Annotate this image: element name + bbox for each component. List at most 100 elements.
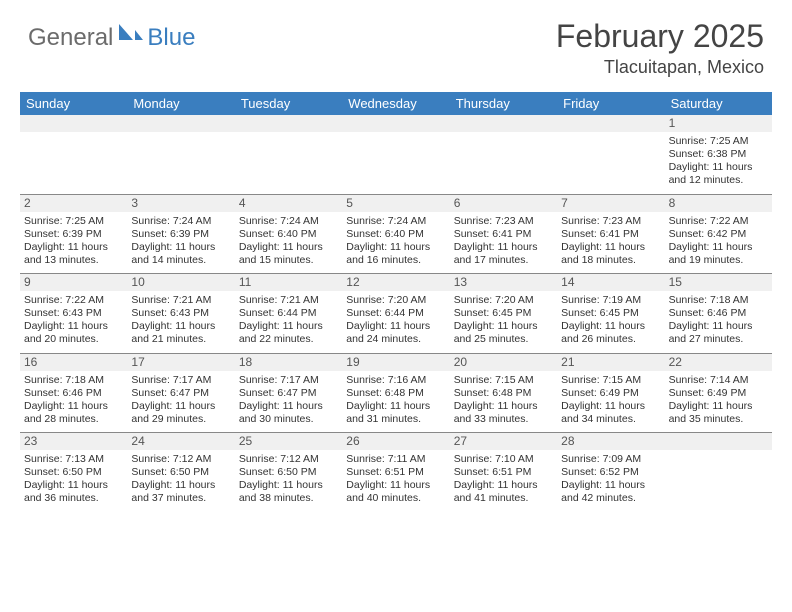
sunset-text: Sunset: 6:43 PM (131, 307, 230, 320)
day-number: 28 (557, 433, 664, 450)
calendar-cell: 20Sunrise: 7:15 AMSunset: 6:48 PMDayligh… (450, 354, 557, 433)
daylight-text: Daylight: 11 hours and 19 minutes. (669, 241, 768, 267)
calendar-cell: 5Sunrise: 7:24 AMSunset: 6:40 PMDaylight… (342, 195, 449, 274)
day-number: 17 (127, 354, 234, 371)
daylight-text: Daylight: 11 hours and 33 minutes. (454, 400, 553, 426)
calendar-cell: 26Sunrise: 7:11 AMSunset: 6:51 PMDayligh… (342, 433, 449, 512)
day-number: 12 (342, 274, 449, 291)
day-number: 24 (127, 433, 234, 450)
sunrise-text: Sunrise: 7:12 AM (239, 453, 338, 466)
sunrise-text: Sunrise: 7:16 AM (346, 374, 445, 387)
day-number: 11 (235, 274, 342, 291)
location: Tlacuitapan, Mexico (556, 57, 764, 78)
calendar-cell: 7Sunrise: 7:23 AMSunset: 6:41 PMDaylight… (557, 195, 664, 274)
weeks-container: 1 Sunrise: 7:25 AM Sunset: 6:38 PM Daylight… (20, 115, 772, 512)
sunset-text: Sunset: 6:48 PM (454, 387, 553, 400)
sunrise-text: Sunrise: 7:25 AM (24, 215, 123, 228)
daylight-text: Daylight: 11 hours and 40 minutes. (346, 479, 445, 505)
daylight-text: Daylight: 11 hours and 25 minutes. (454, 320, 553, 346)
day-number: 20 (450, 354, 557, 371)
calendar-cell: 23Sunrise: 7:13 AMSunset: 6:50 PMDayligh… (20, 433, 127, 512)
sunset-text: Sunset: 6:39 PM (24, 228, 123, 241)
sunrise-text: Sunrise: 7:20 AM (346, 294, 445, 307)
day-header-tue: Tuesday (235, 92, 342, 115)
day-number: 7 (557, 195, 664, 212)
day-number: 18 (235, 354, 342, 371)
calendar-cell: 9Sunrise: 7:22 AMSunset: 6:43 PMDaylight… (20, 274, 127, 353)
day-header-sun: Sunday (20, 92, 127, 115)
sunset-text: Sunset: 6:43 PM (24, 307, 123, 320)
day-number: 26 (342, 433, 449, 450)
day-number: 1 (665, 115, 772, 132)
day-number (20, 115, 127, 132)
calendar-week: 2Sunrise: 7:25 AMSunset: 6:39 PMDaylight… (20, 194, 772, 274)
calendar-week: 23Sunrise: 7:13 AMSunset: 6:50 PMDayligh… (20, 432, 772, 512)
calendar: Sunday Monday Tuesday Wednesday Thursday… (20, 92, 772, 512)
day-number (342, 115, 449, 132)
title-block: February 2025 Tlacuitapan, Mexico (556, 18, 764, 78)
daylight-text: Daylight: 11 hours and 22 minutes. (239, 320, 338, 346)
calendar-cell: 10 Sunrise: 7:21 AMSunset: 6:43 PMDayligh… (127, 274, 234, 353)
sunset-text: Sunset: 6:41 PM (561, 228, 660, 241)
calendar-cell: 14Sunrise: 7:19 AMSunset: 6:45 PMDayligh… (557, 274, 664, 353)
sunrise-text: Sunrise: 7:15 AM (561, 374, 660, 387)
daylight-text: Daylight: 11 hours and 30 minutes. (239, 400, 338, 426)
daylight-text: Daylight: 11 hours and 28 minutes. (24, 400, 123, 426)
sunset-text: Sunset: 6:42 PM (669, 228, 768, 241)
calendar-cell: 2Sunrise: 7:25 AMSunset: 6:39 PMDaylight… (20, 195, 127, 274)
calendar-week: 16Sunrise: 7:18 AMSunset: 6:46 PMDayligh… (20, 353, 772, 433)
sunset-text: Sunset: 6:40 PM (346, 228, 445, 241)
calendar-cell: 1Sunrise: 7:25 AMSunset: 6:38 PMDaylight… (665, 115, 772, 194)
calendar-cell: 18Sunrise: 7:17 AMSunset: 6:47 PMDayligh… (235, 354, 342, 433)
calendar-cell: 12Sunrise: 7:20 AMSunset: 6:44 PMDayligh… (342, 274, 449, 353)
day-header-sat: Saturday (665, 92, 772, 115)
sunrise-text: Sunrise: 7:20 AM (454, 294, 553, 307)
daylight-text: Daylight: 11 hours and 42 minutes. (561, 479, 660, 505)
day-number: 6 (450, 195, 557, 212)
day-number (235, 115, 342, 132)
calendar-cell: 28Sunrise: 7:09 AMSunset: 6:52 PMDayligh… (557, 433, 664, 512)
logo-text-general: General (28, 24, 113, 52)
day-number: 3 (127, 195, 234, 212)
daylight-text: Daylight: 11 hours and 21 minutes. (131, 320, 230, 346)
logo-text-blue: Blue (147, 24, 195, 52)
day-number: 5 (342, 195, 449, 212)
sunset-text: Sunset: 6:45 PM (561, 307, 660, 320)
sunrise-text: Sunrise: 7:21 AM (239, 294, 338, 307)
day-number (127, 115, 234, 132)
calendar-cell: 24Sunrise: 7:12 AMSunset: 6:50 PMDayligh… (127, 433, 234, 512)
calendar-cell (342, 115, 449, 194)
day-number: 16 (20, 354, 127, 371)
sunrise-text: Sunrise: 7:24 AM (239, 215, 338, 228)
day-number: 22 (665, 354, 772, 371)
daylight-text: Daylight: 11 hours and 36 minutes. (24, 479, 123, 505)
calendar-cell: 22Sunrise: 7:14 AMSunset: 6:49 PMDayligh… (665, 354, 772, 433)
sunset-text: Sunset: 6:48 PM (346, 387, 445, 400)
sunrise-text: Sunrise: 7:17 AM (131, 374, 230, 387)
month-title: February 2025 (556, 18, 764, 55)
calendar-cell (665, 433, 772, 512)
sunset-text: Sunset: 6:47 PM (131, 387, 230, 400)
daylight-text: Daylight: 11 hours and 27 minutes. (669, 320, 768, 346)
sunset-text: Sunset: 6:38 PM (669, 148, 768, 161)
sunrise-text: Sunrise: 7:18 AM (24, 374, 123, 387)
day-number: 10 (127, 274, 234, 291)
sunrise-text: Sunrise: 7:23 AM (454, 215, 553, 228)
day-number: 15 (665, 274, 772, 291)
sunset-text: Sunset: 6:50 PM (239, 466, 338, 479)
sunset-text: Sunset: 6:49 PM (561, 387, 660, 400)
calendar-cell: 15Sunrise: 7:18 AMSunset: 6:46 PMDayligh… (665, 274, 772, 353)
sunset-text: Sunset: 6:51 PM (454, 466, 553, 479)
sunset-text: Sunset: 6:46 PM (24, 387, 123, 400)
sunrise-text: Sunrise: 7:21 AM (131, 294, 230, 307)
sunrise-text: Sunrise: 7:17 AM (239, 374, 338, 387)
logo-sail-icon (117, 22, 145, 49)
sunrise-text: Sunrise: 7:11 AM (346, 453, 445, 466)
sunset-text: Sunset: 6:52 PM (561, 466, 660, 479)
day-number: 19 (342, 354, 449, 371)
header: General Blue February 2025 Tlacuitapan, … (0, 0, 792, 84)
daylight-text: Daylight: 11 hours and 35 minutes. (669, 400, 768, 426)
day-number: 21 (557, 354, 664, 371)
calendar-cell: 8Sunrise: 7:22 AMSunset: 6:42 PMDaylight… (665, 195, 772, 274)
calendar-cell: 19Sunrise: 7:16 AMSunset: 6:48 PMDayligh… (342, 354, 449, 433)
